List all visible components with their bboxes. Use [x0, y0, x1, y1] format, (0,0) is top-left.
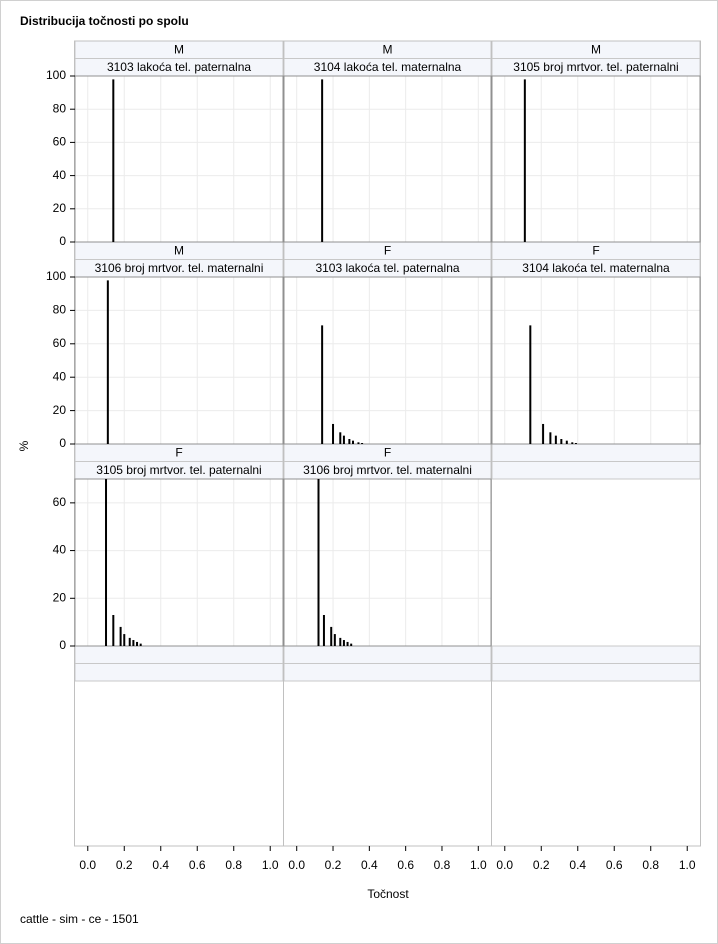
strip-label: 3106 broj mrtvor. tel. maternalni — [303, 463, 472, 477]
y-axis-label: % — [17, 440, 31, 451]
plot-area — [491, 75, 701, 243]
strip — [74, 645, 284, 664]
x-tick-label: 1.0 — [470, 858, 487, 872]
x-axis-label: Točnost — [367, 887, 409, 901]
strip — [283, 645, 492, 664]
plot-area — [491, 276, 701, 445]
strip-group: M — [591, 42, 601, 56]
strip-group: M — [174, 243, 184, 257]
x-tick-label: 0.2 — [533, 858, 550, 872]
strip-group: F — [384, 243, 391, 257]
strip — [74, 663, 284, 682]
x-tick-label: 0.6 — [189, 858, 206, 872]
x-tick-label: 1.0 — [262, 858, 279, 872]
strip-group: F — [592, 243, 599, 257]
strip-group: M — [383, 42, 393, 56]
strip-label: 3105 broj mrtvor. tel. paternalni — [96, 463, 261, 477]
y-tick-label: 20 — [53, 590, 67, 604]
strip-group: F — [175, 445, 182, 459]
x-tick-label: 0.8 — [642, 858, 659, 872]
strip-label: 3105 broj mrtvor. tel. paternalni — [513, 60, 678, 74]
y-tick-label: 60 — [53, 495, 67, 509]
x-tick-label: 0.6 — [606, 858, 623, 872]
y-tick-label: 20 — [53, 403, 67, 417]
x-tick-label: 0.8 — [434, 858, 451, 872]
strip — [491, 645, 701, 664]
plot-area — [283, 75, 492, 243]
plot-area — [283, 478, 492, 647]
strip-label: 3103 lakoća tel. paternalna — [315, 261, 459, 275]
strip-group: F — [384, 445, 391, 459]
strip-label: 3104 lakoća tel. maternalna — [522, 261, 670, 275]
strip — [491, 443, 701, 462]
x-tick-label: 0.4 — [361, 858, 378, 872]
y-tick-label: 100 — [46, 68, 66, 82]
y-tick-label: 80 — [53, 303, 67, 317]
y-tick-label: 40 — [53, 168, 67, 182]
x-tick-label: 0.2 — [325, 858, 342, 872]
y-tick-label: 60 — [53, 135, 67, 149]
footnote: cattle - sim - ce - 1501 — [20, 912, 139, 926]
y-tick-label: 60 — [53, 336, 67, 350]
x-tick-label: 1.0 — [679, 858, 696, 872]
x-tick-label: 0.2 — [116, 858, 133, 872]
strip-label: 3104 lakoća tel. maternalna — [314, 60, 462, 74]
x-tick-label: 0.0 — [79, 858, 96, 872]
y-tick-label: 40 — [53, 369, 67, 383]
x-tick-label: 0.4 — [569, 858, 586, 872]
plot-area — [74, 75, 284, 243]
y-tick-label: 0 — [59, 436, 66, 450]
plot-area — [74, 276, 284, 445]
y-tick-label: 0 — [59, 638, 66, 652]
x-tick-label: 0.8 — [225, 858, 242, 872]
plot-area — [283, 276, 492, 445]
x-tick-label: 0.0 — [496, 858, 513, 872]
x-tick-label: 0.0 — [288, 858, 305, 872]
y-tick-label: 40 — [53, 543, 67, 557]
x-tick-label: 0.4 — [152, 858, 169, 872]
plot-area — [74, 478, 284, 647]
y-tick-label: 80 — [53, 101, 67, 115]
strip — [491, 461, 701, 480]
strip-label: 3106 broj mrtvor. tel. maternalni — [95, 261, 264, 275]
y-tick-label: 100 — [46, 269, 66, 283]
y-tick-label: 20 — [53, 201, 67, 215]
chart-title: Distribucija točnosti po spolu — [20, 14, 189, 28]
x-tick-label: 0.6 — [397, 858, 414, 872]
strip — [283, 663, 492, 682]
y-tick-label: 0 — [59, 234, 66, 248]
strip-label: 3103 lakoća tel. paternalna — [107, 60, 251, 74]
strip-group: M — [174, 42, 184, 56]
strip — [491, 663, 701, 682]
